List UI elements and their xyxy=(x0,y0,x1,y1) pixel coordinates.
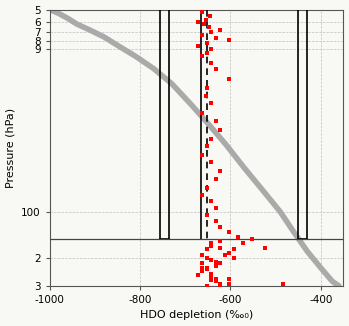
Point xyxy=(217,283,223,289)
Point xyxy=(204,283,209,289)
Point xyxy=(240,241,245,246)
Point xyxy=(204,213,209,218)
Point xyxy=(222,252,228,258)
Point xyxy=(204,247,209,252)
Point xyxy=(208,277,214,283)
Point xyxy=(199,265,205,271)
Point xyxy=(213,66,218,71)
Point xyxy=(249,236,254,242)
Point xyxy=(208,160,214,165)
Point xyxy=(231,256,236,261)
Point xyxy=(204,265,209,271)
Point xyxy=(213,279,218,284)
Point xyxy=(208,30,214,35)
Point xyxy=(213,177,218,182)
Point xyxy=(213,206,218,211)
Point xyxy=(208,243,214,248)
Point xyxy=(195,272,200,277)
Point xyxy=(208,271,214,276)
Point xyxy=(208,136,214,141)
Point xyxy=(217,239,223,244)
Point xyxy=(213,218,218,224)
Point xyxy=(207,13,213,19)
Point xyxy=(213,279,218,284)
Point xyxy=(208,241,214,246)
X-axis label: HDO depletion (‰₀): HDO depletion (‰₀) xyxy=(140,310,253,320)
Point xyxy=(235,234,241,239)
Point xyxy=(217,28,223,33)
Point xyxy=(262,245,268,250)
Point xyxy=(213,259,218,264)
Point xyxy=(217,281,223,286)
Point xyxy=(199,54,205,59)
Point xyxy=(199,9,205,15)
Point xyxy=(217,282,223,287)
Point xyxy=(204,85,209,91)
Point xyxy=(213,264,218,269)
Point xyxy=(217,128,223,133)
Point xyxy=(199,261,205,266)
Point xyxy=(199,268,205,274)
Point xyxy=(195,19,201,24)
Point xyxy=(213,276,218,281)
Point xyxy=(204,267,209,272)
Point xyxy=(217,261,223,266)
Point xyxy=(227,76,232,82)
Point xyxy=(206,25,211,30)
Point xyxy=(203,93,208,98)
Point xyxy=(208,258,214,263)
Point xyxy=(199,152,205,157)
Point xyxy=(217,245,223,250)
Point xyxy=(208,47,214,52)
Point xyxy=(203,17,208,22)
Point xyxy=(208,60,214,66)
Point xyxy=(199,33,205,38)
Point xyxy=(208,198,214,203)
Point xyxy=(208,274,214,279)
Point xyxy=(227,38,232,43)
Point xyxy=(204,144,209,149)
Point xyxy=(213,118,218,124)
Point xyxy=(201,22,207,27)
Point xyxy=(231,247,236,252)
Point xyxy=(199,192,205,198)
Point xyxy=(208,100,214,106)
Point xyxy=(199,252,205,258)
Point xyxy=(227,276,232,281)
Point xyxy=(199,110,205,115)
Point xyxy=(204,40,209,46)
Point xyxy=(227,251,232,256)
Point xyxy=(281,281,286,286)
Point xyxy=(204,256,209,261)
Point xyxy=(217,224,223,230)
Point xyxy=(227,281,232,286)
Point xyxy=(204,50,209,55)
Point xyxy=(195,44,200,49)
Y-axis label: Pressure (hPa): Pressure (hPa) xyxy=(6,108,16,188)
Point xyxy=(204,185,209,190)
Point xyxy=(213,35,218,40)
Point xyxy=(217,169,223,174)
Point xyxy=(208,274,214,279)
Point xyxy=(227,230,232,235)
